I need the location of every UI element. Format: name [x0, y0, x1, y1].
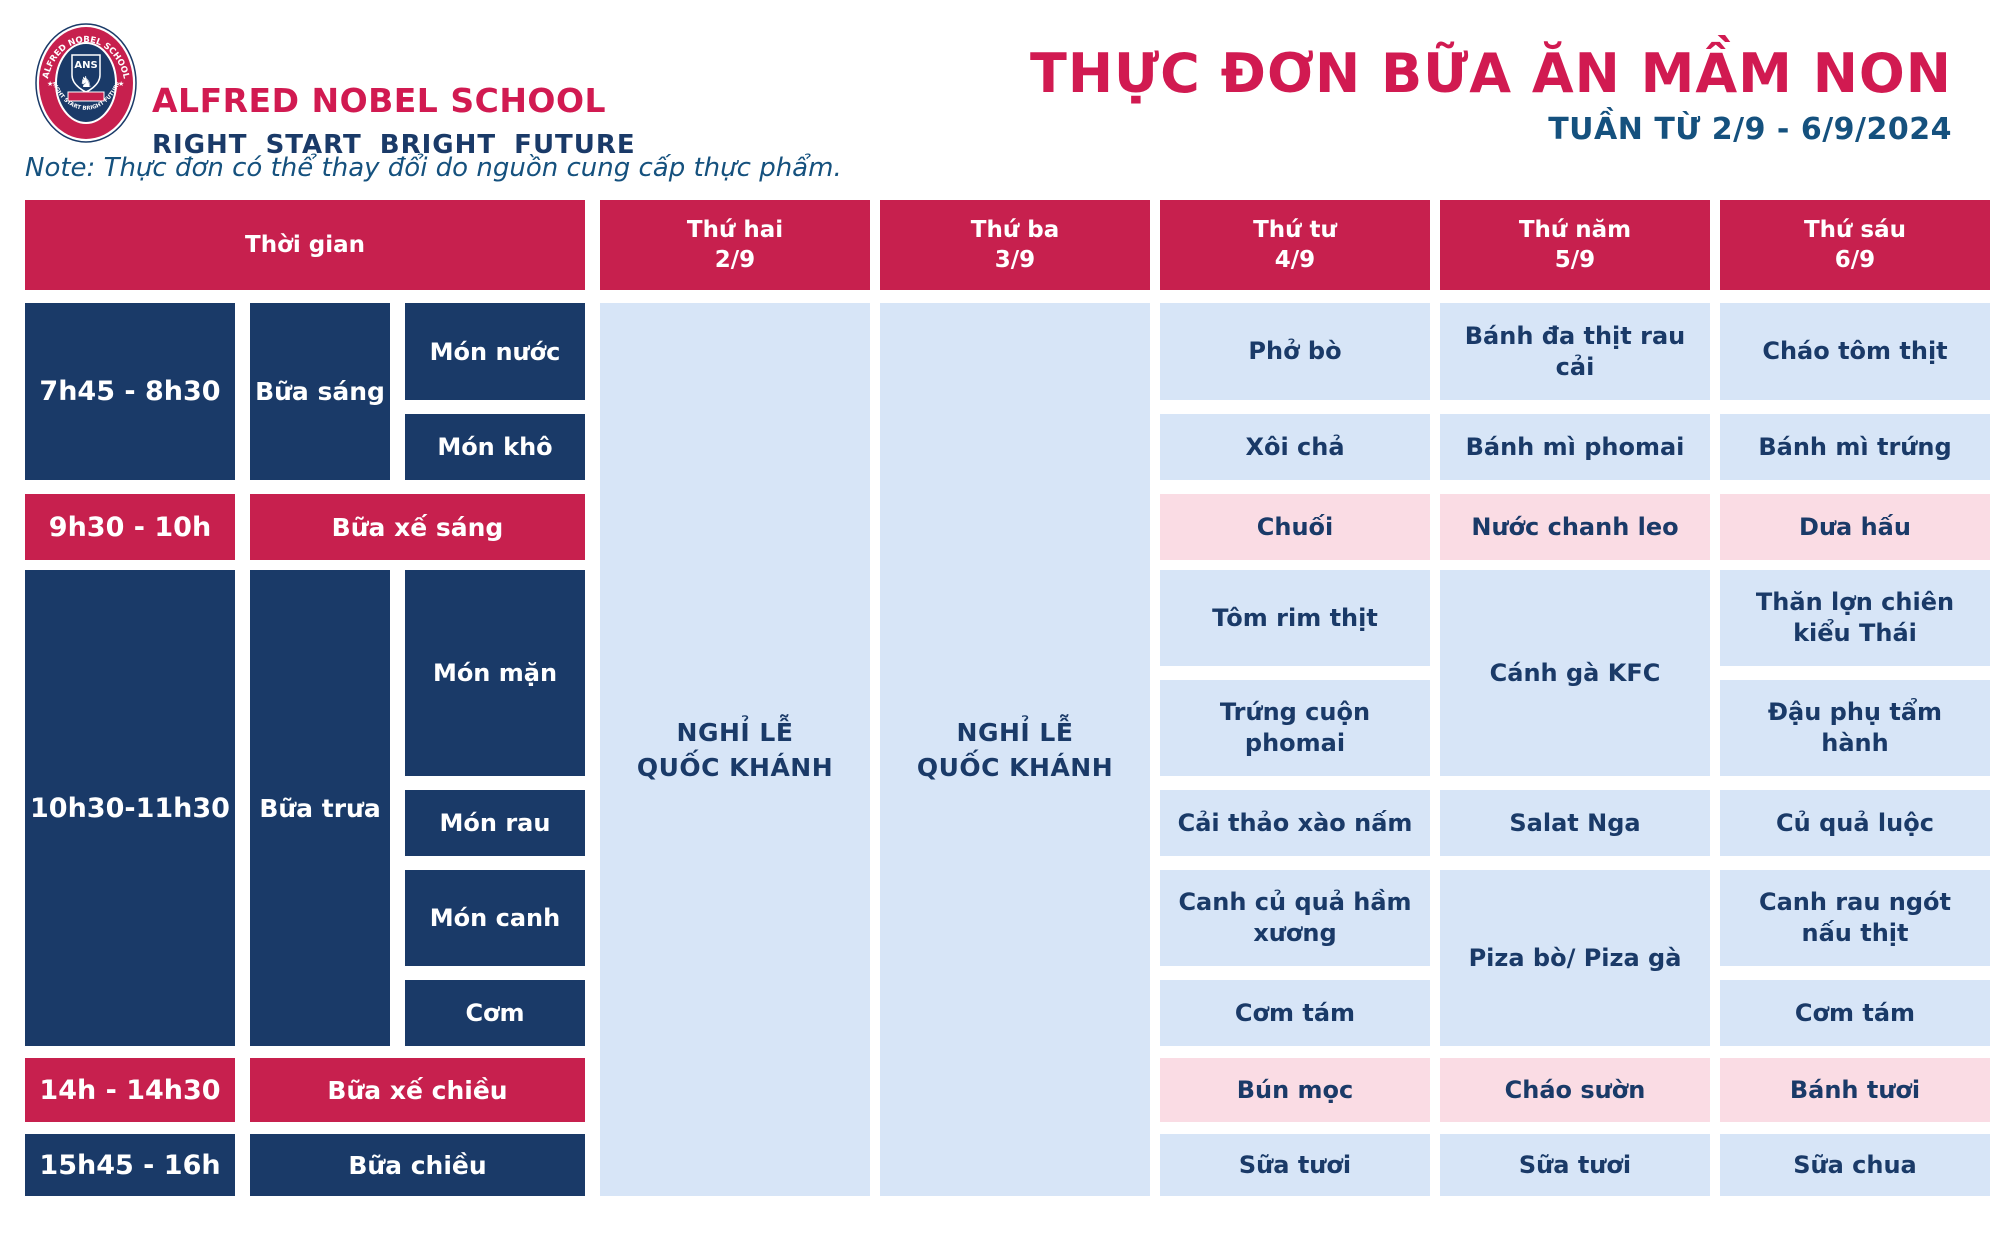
logo-monogram: ANS [74, 60, 97, 71]
week-range: TUẦN TỪ 2/9 - 6/9/2024 [1548, 112, 1952, 147]
logo-star-left: ★ [47, 80, 53, 88]
dish-type-soup: Món canh [405, 870, 585, 966]
time-afternoon-meal: 15h45 - 16h [25, 1134, 235, 1196]
meal-lunch: Bữa trưa [250, 570, 390, 1046]
menu-item-cell: Dưa hấu [1720, 494, 1990, 560]
meal-breakfast: Bữa sáng [250, 303, 390, 480]
day-date: 3/9 [994, 247, 1036, 273]
menu-item-cell: Thăn lợn chiên kiểu Thái [1720, 570, 1990, 666]
header-day-monday: Thứ hai 2/9 [600, 200, 870, 290]
menu-item-cell: Bánh đa thịt rau cải [1440, 303, 1710, 400]
logo-horse-icon: ♞ [79, 73, 92, 91]
menu-item-cell: Salat Nga [1440, 790, 1710, 856]
school-tagline: RIGHT START BRIGHT FUTURE [152, 130, 636, 160]
header-time: Thời gian [25, 200, 585, 290]
menu-item-cell: Xôi chả [1160, 414, 1430, 480]
day-label: Thứ hai [686, 217, 784, 243]
day-date: 2/9 [714, 247, 756, 273]
menu-item-cell: Sữa tươi [1440, 1134, 1710, 1196]
menu-item-cell: Cơm tám [1720, 980, 1990, 1046]
holiday-line1: NGHỈ LỄ [956, 717, 1074, 747]
meal-afternoon-meal: Bữa chiều [250, 1134, 585, 1196]
menu-item-cell: Canh rau ngót nấu thịt [1720, 870, 1990, 966]
menu-item-cell: Sữa tươi [1160, 1134, 1430, 1196]
header-day-thursday: Thứ năm 5/9 [1440, 200, 1710, 290]
menu-item-cell: Cải thảo xào nấm [1160, 790, 1430, 856]
meal-morning-snack: Bữa xế sáng [250, 494, 585, 560]
page-title: THỰC ĐƠN BỮA ĂN MẦM NON [1030, 42, 1952, 105]
logo-ribbon [67, 91, 105, 102]
menu-item-cell: Bún mọc [1160, 1058, 1430, 1122]
day-label: Thứ ba [970, 217, 1060, 243]
menu-item-cell: Tôm rim thịt [1160, 570, 1430, 666]
dish-type-vegetable: Món rau [405, 790, 585, 856]
menu-item-cell: Chuối [1160, 494, 1430, 560]
menu-note: Note: Thực đơn có thể thay đổi do nguồn … [25, 153, 842, 183]
menu-item-cell: Trứng cuộn phomai [1160, 680, 1430, 776]
dish-type-main-course: Món mặn [405, 570, 585, 776]
time-breakfast: 7h45 - 8h30 [25, 303, 235, 480]
dish-type-soup-course: Món nước [405, 303, 585, 400]
menu-item-cell: Củ quả luộc [1720, 790, 1990, 856]
header-day-friday: Thứ sáu 6/9 [1720, 200, 1990, 290]
menu-item-cell: Cháo tôm thịt [1720, 303, 1990, 400]
menu-item-cell: Piza bò/ Piza gà [1440, 870, 1710, 1046]
header-day-tuesday: Thứ ba 3/9 [880, 200, 1150, 290]
meal-afternoon-snack: Bữa xế chiều [250, 1058, 585, 1122]
time-morning-snack: 9h30 - 10h [25, 494, 235, 560]
header-day-wednesday: Thứ tư 4/9 [1160, 200, 1430, 290]
menu-item-cell: Bánh tươi [1720, 1058, 1990, 1122]
school-name: ALFRED NOBEL SCHOOL [152, 81, 607, 120]
day-label: Thứ sáu [1803, 217, 1907, 243]
school-logo-icon: ALFRED NOBEL SCHOOL RIGHT START BRIGHT F… [35, 23, 137, 143]
menu-item-cell: Nước chanh leo [1440, 494, 1710, 560]
menu-item-cell: Cơm tám [1160, 980, 1430, 1046]
tuesday-holiday-cell: NGHỈ LỄ QUỐC KHÁNH [880, 303, 1150, 1196]
header-time-label: Thời gian [245, 232, 365, 258]
menu-item-cell: Canh củ quả hầm xương [1160, 870, 1430, 966]
brand-text-block: ALFRED NOBEL SCHOOL RIGHT START BRIGHT F… [152, 84, 636, 159]
menu-item-cell: Bánh mì phomai [1440, 414, 1710, 480]
menu-item-cell: Phở bò [1160, 303, 1430, 400]
menu-item-cell: Bánh mì trứng [1720, 414, 1990, 480]
menu-table: Thời gian Thứ hai 2/9 Thứ ba 3/9 Thứ tư … [25, 200, 1990, 1196]
menu-item-cell: Đậu phụ tẩm hành [1720, 680, 1990, 776]
day-label: Thứ năm [1518, 217, 1632, 243]
day-date: 5/9 [1554, 247, 1596, 273]
logo-star-right: ★ [118, 80, 124, 88]
menu-item-cell: Sữa chua [1720, 1134, 1990, 1196]
dish-type-dry-course: Món khô [405, 414, 585, 480]
day-date: 4/9 [1274, 247, 1316, 273]
dish-type-rice: Cơm [405, 980, 585, 1046]
time-afternoon-snack: 14h - 14h30 [25, 1058, 235, 1122]
day-label: Thứ tư [1253, 217, 1337, 243]
menu-item-cell: Cháo sườn [1440, 1058, 1710, 1122]
menu-item-cell: Cánh gà KFC [1440, 570, 1710, 776]
holiday-line2: QUỐC KHÁNH [916, 752, 1114, 782]
time-lunch: 10h30-11h30 [25, 570, 235, 1046]
day-date: 6/9 [1834, 247, 1876, 273]
holiday-line1: NGHỈ LỄ [676, 717, 794, 747]
holiday-line2: QUỐC KHÁNH [636, 752, 834, 782]
monday-holiday-cell: NGHỈ LỄ QUỐC KHÁNH [600, 303, 870, 1196]
